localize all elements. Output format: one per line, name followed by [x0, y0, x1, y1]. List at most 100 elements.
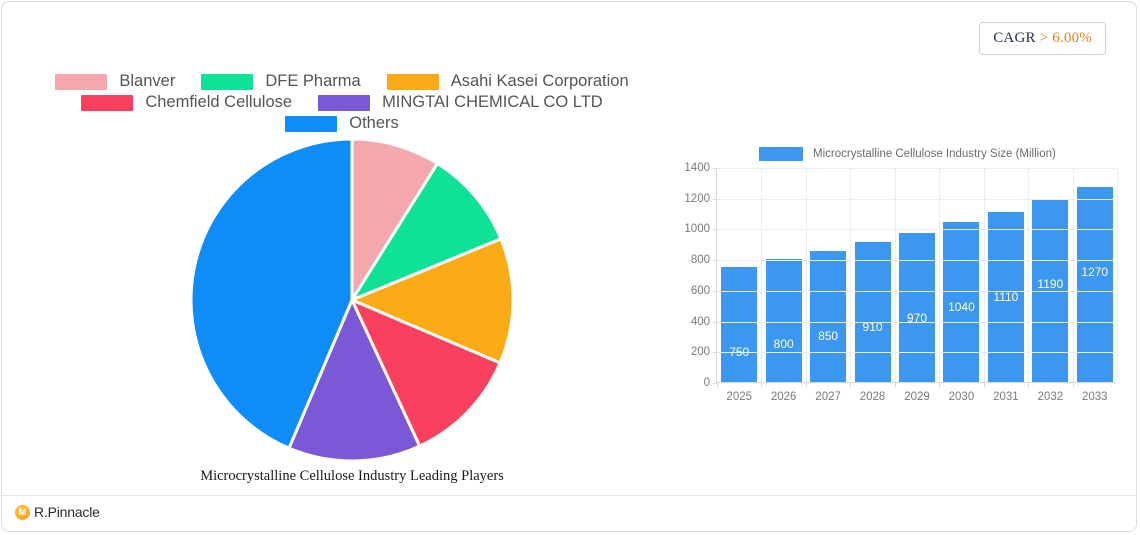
gridline-horizontal	[717, 229, 1116, 231]
pie-legend-item[interactable]: MINGTAI CHEMICAL CO LTD	[318, 93, 603, 112]
gridline-vertical	[939, 168, 941, 382]
y-axis-tick-mark	[713, 383, 717, 384]
y-axis-tick-mark	[713, 290, 717, 292]
gridline-vertical	[850, 168, 852, 382]
bar-value-label: 910	[862, 320, 883, 335]
cagr-label: CAGR	[993, 30, 1036, 46]
x-axis-tick-mark	[1028, 382, 1030, 387]
bar[interactable]	[810, 251, 847, 382]
gridline-horizontal	[717, 321, 1116, 323]
bar[interactable]	[943, 222, 980, 382]
bar-slot: 1190 2032	[1028, 168, 1072, 403]
pie-slice[interactable]	[350, 138, 440, 306]
pie-legend-swatch	[386, 73, 439, 90]
brand-mark-icon: M	[15, 504, 30, 520]
y-axis-tick-label: 1000	[684, 223, 710, 236]
y-axis-tick-mark	[713, 321, 717, 323]
x-axis-tick-mark	[850, 382, 852, 387]
y-axis-tick-label: 200	[690, 346, 710, 359]
bar-value-label: 800	[773, 337, 794, 352]
bar-slot: 1270 2033	[1072, 168, 1117, 403]
y-axis-tick-mark	[713, 229, 717, 231]
bar-chart: Microcrystalline Cellulose Industry Size…	[674, 142, 1124, 412]
pie-slice[interactable]	[348, 236, 514, 365]
pie-legend-item[interactable]: Blanver	[55, 72, 175, 91]
pie-legend-item[interactable]: DFE Pharma	[201, 72, 361, 91]
gridline-horizontal	[717, 198, 1116, 200]
bar[interactable]	[1076, 186, 1113, 382]
pie-chart	[190, 138, 514, 462]
bar-chart-legend: Microcrystalline Cellulose Industry Size…	[759, 147, 1056, 161]
y-axis-tick-label: 0	[703, 377, 710, 389]
pie-legend-item[interactable]: Others	[285, 114, 399, 133]
gridline-horizontal	[717, 290, 1116, 292]
bar-slot: 850 2027	[805, 168, 850, 403]
bar-value-label: 1040	[948, 300, 975, 315]
pie-legend-item[interactable]: Chemfield Cellulose	[81, 93, 292, 112]
bar-slot: 750 2025	[717, 168, 761, 403]
pie-slice[interactable]	[349, 297, 503, 449]
x-axis-tick-mark	[805, 382, 807, 387]
pie-slice[interactable]	[287, 296, 422, 462]
pie-legend: Blanver DFE Pharma Asahi Kasei Corporation…	[2, 72, 682, 133]
pie-slice[interactable]	[190, 138, 354, 451]
pie-legend-label: Others	[349, 114, 399, 132]
pie-legend-label: DFE Pharma	[265, 72, 361, 90]
x-axis-tick-label: 2029	[904, 391, 930, 403]
gridline-horizontal	[717, 168, 1116, 169]
cagr-value: > 6.00%	[1039, 30, 1092, 46]
x-axis-tick-label: 2032	[1037, 391, 1064, 403]
y-axis-tick-mark	[713, 168, 717, 169]
pie-slice[interactable]	[348, 161, 503, 304]
pie-legend-label: Chemfield Cellulose	[145, 93, 293, 111]
pie-legend-item[interactable]: Asahi Kasei Corporation	[386, 72, 629, 91]
x-axis-tick-mark	[717, 382, 718, 387]
x-axis-tick-mark	[939, 382, 941, 387]
y-axis-tick-label: 1200	[684, 192, 710, 205]
y-axis-tick-label: 400	[690, 315, 710, 328]
bar-value-label: 750	[729, 344, 750, 359]
brand-name: R.Pinnacle	[34, 504, 100, 520]
bar-slot: 970 2029	[894, 168, 939, 403]
gridline-horizontal	[717, 260, 1116, 262]
bar-value-label: 1270	[1081, 264, 1109, 279]
pie-legend-label: Asahi Kasei Corporation	[450, 72, 629, 90]
pie-legend-swatch	[81, 94, 134, 111]
gridline-vertical	[1028, 168, 1030, 382]
bar[interactable]	[987, 211, 1024, 382]
pie-legend-swatch	[318, 94, 371, 111]
gridline-vertical	[1072, 168, 1074, 382]
x-axis-tick-mark	[761, 382, 763, 387]
x-axis-tick-mark	[894, 382, 896, 387]
bar[interactable]	[854, 242, 891, 382]
y-axis-tick-mark	[713, 352, 717, 354]
gridline-vertical	[1117, 168, 1118, 382]
x-axis-tick-label: 2026	[770, 391, 797, 403]
brand: M R.Pinnacle	[15, 504, 100, 520]
pie-legend-swatch	[285, 115, 338, 132]
pie-chart-caption: Microcrystalline Cellulose Industry Lead…	[200, 468, 504, 484]
bar-slot: 1040 2030	[939, 168, 983, 403]
y-axis-tick-label: 800	[690, 254, 710, 267]
gridline-vertical	[983, 168, 985, 382]
bar-value-label: 1190	[1037, 277, 1064, 292]
x-axis-tick-mark	[1072, 382, 1074, 387]
y-axis-tick-label: 1400	[684, 162, 710, 174]
cagr-badge: CAGR > 6.00%	[979, 22, 1106, 55]
footer: M R.Pinnacle	[2, 495, 1136, 531]
x-axis-tick-label: 2031	[993, 391, 1019, 403]
bar-slot: 1110 2031	[983, 168, 1028, 403]
gridline-vertical	[894, 168, 896, 382]
bar[interactable]	[721, 266, 758, 382]
x-axis-tick-mark	[983, 382, 985, 387]
pie-legend-label: MINGTAI CHEMICAL CO LTD	[382, 93, 603, 111]
pie-chart-svg	[190, 138, 514, 462]
bar-slot: 800 2026	[761, 168, 805, 403]
bar[interactable]	[898, 233, 935, 382]
bar-slot: 910 2028	[850, 168, 894, 403]
pie-legend-label: Blanver	[119, 72, 176, 90]
y-axis-tick-mark	[713, 198, 717, 200]
bar[interactable]	[765, 259, 802, 382]
pie-legend-swatch	[201, 73, 254, 90]
